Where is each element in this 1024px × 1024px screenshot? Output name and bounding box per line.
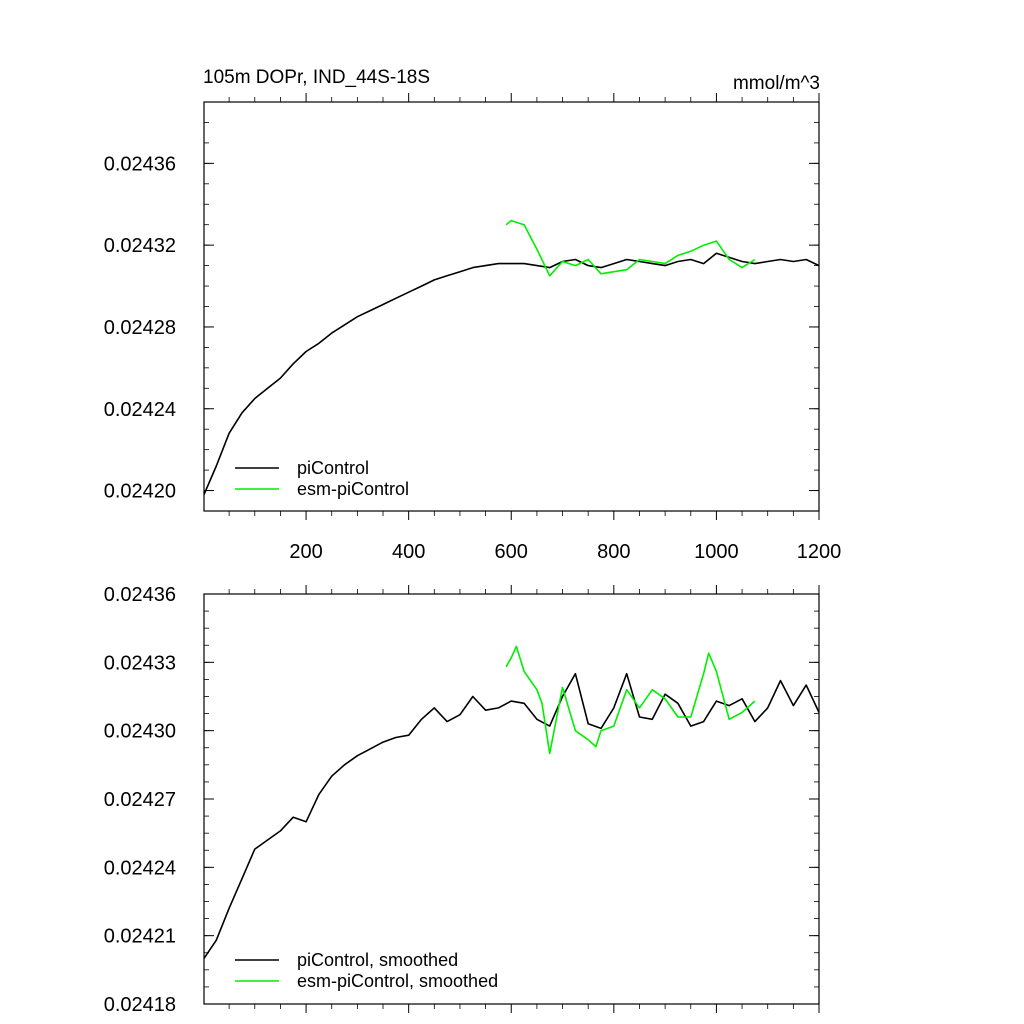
series-line — [203, 252, 820, 495]
bottom-panel: 0.02418 0.02421 0.02424 0.02427 0.02430 0.024… — [104, 584, 820, 1016]
series-line — [203, 672, 820, 959]
x-axis-ticks — [305, 585, 820, 1013]
x-tick-label: 1000 — [694, 541, 739, 563]
y-tick-label: 0.02436 — [104, 153, 176, 175]
plot-frame — [203, 101, 820, 512]
y-tick-label: 0.02433 — [104, 652, 176, 674]
x-tick-label: 400 — [392, 541, 425, 563]
series-line — [505, 219, 756, 277]
series-group — [203, 645, 820, 959]
y-tick-label: 0.02428 — [104, 317, 176, 339]
x-tick-label: 200 — [289, 541, 322, 563]
plot-frame — [203, 593, 820, 1005]
y-axis-ticks: 0.02420 0.02424 0.02428 0.02432 0.02436 — [104, 153, 819, 503]
legend-label: esm-piControl, smoothed — [297, 971, 498, 991]
y-tick-label: 0.02418 — [104, 994, 176, 1016]
minor-ticks — [204, 589, 819, 1009]
chart-title: 105m DOPr, IND_44S-18S — [203, 67, 430, 88]
x-tick-label: 800 — [597, 541, 630, 563]
y-axis-ticks: 0.02418 0.02421 0.02424 0.02427 0.02430 0.024… — [104, 584, 819, 1016]
legend-label: piControl, smoothed — [297, 950, 458, 970]
y-tick-label: 0.02424 — [104, 857, 176, 879]
legend-label: esm-piControl — [297, 479, 409, 499]
legend-label: piControl — [297, 458, 369, 478]
y-tick-label: 0.02436 — [104, 584, 176, 606]
y-tick-label: 0.02427 — [104, 789, 176, 811]
y-tick-label: 0.02430 — [104, 721, 176, 743]
x-tick-label: 1200 — [797, 541, 842, 563]
y-tick-label: 0.02421 — [104, 926, 176, 948]
x-axis-ticks: 200 400 600 800 1000 1200 — [289, 93, 841, 563]
series-group — [203, 219, 820, 495]
minor-ticks — [204, 97, 819, 516]
top-panel: 105m DOPr, IND_44S-18S mmol/m^3 0.024200… — [104, 67, 842, 563]
x-tick-label: 600 — [495, 541, 528, 563]
y-tick-label: 0.02424 — [104, 399, 176, 421]
y-tick-label: 0.02420 — [104, 481, 176, 503]
series-line — [505, 645, 756, 755]
units-label: mmol/m^3 — [733, 73, 820, 94]
y-tick-label: 0.02432 — [104, 235, 176, 257]
